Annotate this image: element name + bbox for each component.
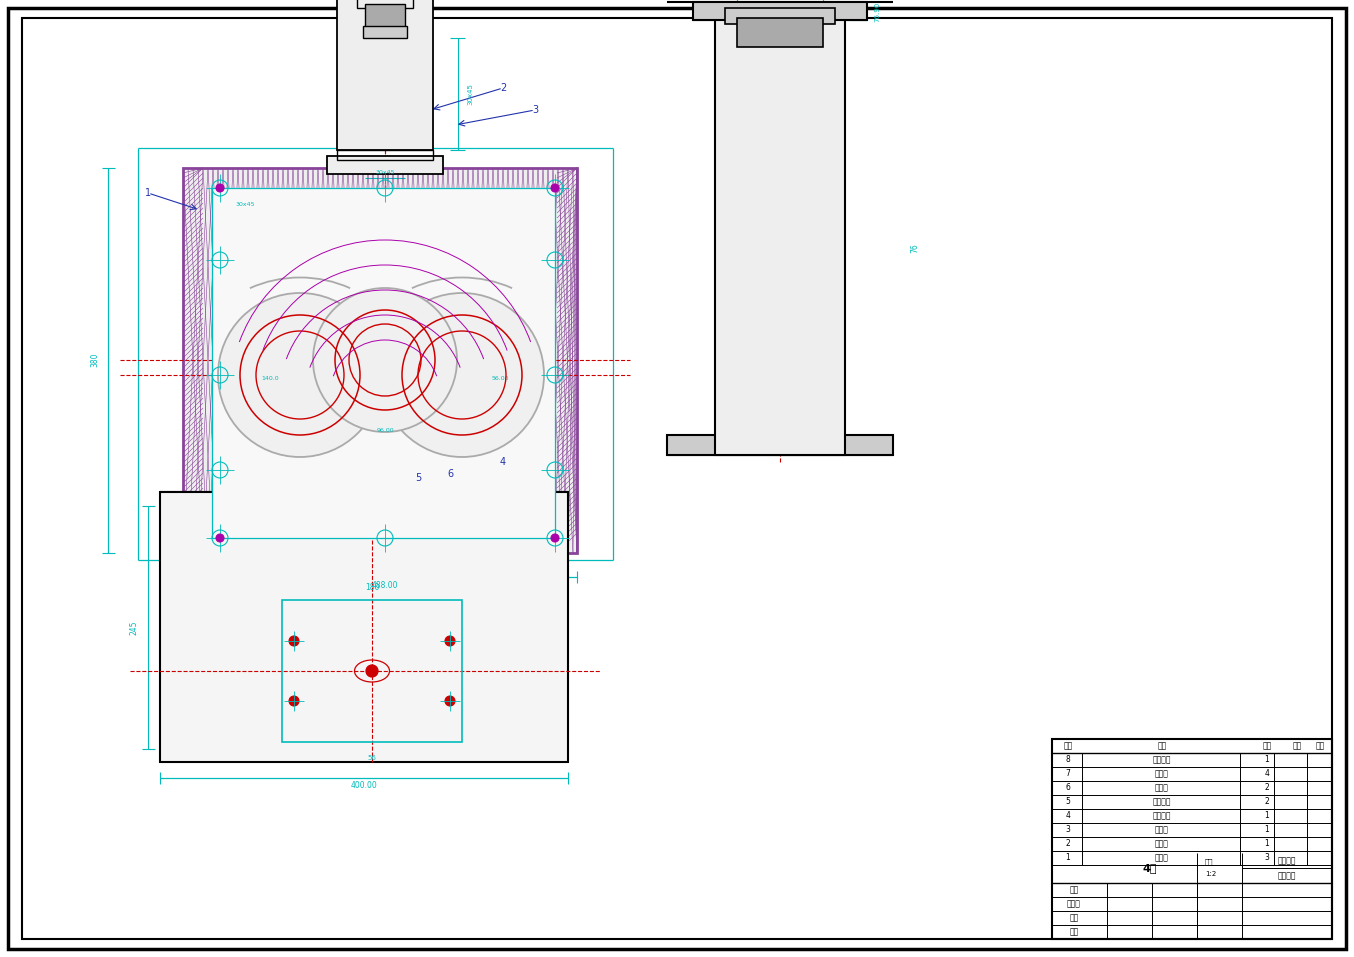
Text: 平面板: 平面板 [1155, 854, 1169, 862]
Text: 数量: 数量 [1262, 742, 1271, 750]
Text: 气压杆: 气压杆 [1155, 839, 1169, 849]
Text: 380: 380 [91, 353, 99, 367]
Text: 1: 1 [1265, 812, 1270, 820]
Text: 1: 1 [145, 188, 152, 198]
Bar [213, 188, 555, 538]
Text: 6: 6 [447, 469, 454, 479]
Text: 76.90: 76.90 [873, 2, 880, 22]
Bar [328, 156, 443, 174]
Text: 1: 1 [1265, 826, 1270, 835]
Bar [337, 0, 433, 150]
Bar [366, 4, 405, 30]
Text: 2: 2 [1265, 797, 1270, 807]
Text: 1: 1 [1066, 854, 1071, 862]
Text: 3: 3 [1066, 826, 1071, 835]
Text: 488.00: 488.00 [372, 581, 398, 590]
Text: 5: 5 [1066, 797, 1071, 807]
Text: 图样代号: 图样代号 [1278, 871, 1296, 880]
Circle shape [366, 665, 378, 677]
Text: 2: 2 [500, 83, 506, 93]
Text: 140.0: 140.0 [261, 375, 279, 381]
Text: 4号: 4号 [1143, 863, 1158, 873]
Text: 图样名称: 图样名称 [1278, 856, 1296, 865]
Circle shape [218, 293, 382, 457]
Text: 76: 76 [910, 244, 919, 254]
Bar [1052, 739, 1332, 939]
Text: 5: 5 [414, 473, 421, 483]
Text: 6: 6 [1066, 784, 1071, 792]
Text: 材料: 材料 [1292, 742, 1301, 750]
Text: 2: 2 [1066, 839, 1071, 849]
Text: 圆柱孔: 圆柱孔 [1155, 769, 1169, 778]
Circle shape [551, 534, 559, 542]
Circle shape [551, 184, 559, 192]
Text: 名称: 名称 [1158, 742, 1167, 750]
Text: 定位螺栋: 定位螺栋 [1152, 797, 1171, 807]
Circle shape [445, 636, 455, 646]
Text: 1: 1 [1265, 839, 1270, 849]
Text: 30x45: 30x45 [467, 83, 473, 105]
Bar [282, 600, 462, 742]
Circle shape [445, 696, 455, 706]
Text: 8: 8 [1066, 755, 1071, 765]
Bar [693, 2, 867, 20]
Text: 4: 4 [1066, 812, 1071, 820]
Text: 审核: 审核 [1070, 914, 1079, 923]
Text: 批准: 批准 [1070, 885, 1079, 895]
Text: 圆柱孔: 圆柱孔 [1155, 784, 1169, 792]
Bar [668, 435, 894, 455]
Text: 比例: 比例 [1205, 858, 1213, 865]
Text: 30x45: 30x45 [375, 169, 395, 174]
Text: 30x45: 30x45 [236, 203, 255, 208]
Text: 2: 2 [1265, 784, 1270, 792]
Text: 56: 56 [367, 755, 376, 761]
Circle shape [288, 636, 299, 646]
Text: 液压底座: 液压底座 [1152, 755, 1171, 765]
Bar [724, 8, 835, 24]
Text: 56.00: 56.00 [492, 375, 509, 381]
Text: 1:2: 1:2 [1205, 871, 1216, 877]
Text: 序号: 序号 [1063, 742, 1072, 750]
Text: 96.00: 96.00 [376, 428, 394, 433]
Bar [357, 0, 413, 8]
Bar [363, 26, 408, 38]
Text: 4: 4 [1265, 769, 1270, 778]
Text: 7: 7 [1066, 769, 1071, 778]
Text: 180: 180 [364, 583, 379, 591]
Circle shape [380, 293, 544, 457]
Text: 标准化: 标准化 [1067, 900, 1080, 908]
Bar [337, 150, 433, 160]
Circle shape [217, 184, 223, 192]
Text: 1: 1 [1265, 755, 1270, 765]
Text: 4: 4 [500, 457, 506, 467]
Circle shape [313, 288, 458, 432]
Text: 3: 3 [532, 105, 538, 115]
Bar [715, 4, 845, 455]
Circle shape [217, 534, 223, 542]
Text: 400.00: 400.00 [351, 782, 378, 790]
Bar [183, 168, 577, 553]
Bar [160, 492, 567, 762]
Text: 3: 3 [1265, 854, 1270, 862]
Text: 245: 245 [130, 620, 138, 634]
Text: 支位板: 支位板 [1155, 826, 1169, 835]
Text: 备注: 备注 [1315, 742, 1324, 750]
Bar [737, 18, 823, 47]
Text: 液压底座: 液压底座 [1152, 812, 1171, 820]
Circle shape [288, 696, 299, 706]
Text: 设计: 设计 [1070, 927, 1079, 937]
